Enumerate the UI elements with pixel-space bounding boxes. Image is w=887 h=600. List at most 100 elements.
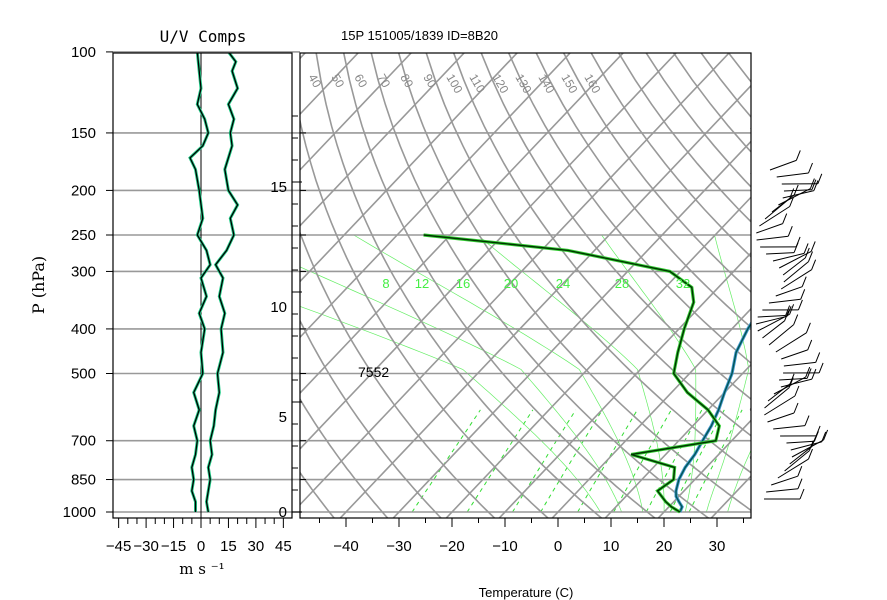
wind-barb-flag: [817, 173, 823, 184]
isotherm-label: −20: [744, 198, 769, 225]
wind-barb-flag: [811, 179, 817, 190]
uv-series-line: [189, 53, 211, 512]
dry-adiabat-line: [300, 230, 496, 518]
wind-barb-flag: [804, 415, 810, 426]
isotherm-line: [761, 0, 887, 522]
wind-barb-flag: [785, 305, 791, 316]
dry-adiabat-line: [118, 0, 231, 524]
moist-adiabat-label: 16: [456, 276, 470, 291]
temperature-tick-label: 0: [554, 538, 562, 555]
uv-series-group: [188, 53, 240, 513]
wind-barb-flag: [799, 488, 805, 500]
wind-barb-flag: [797, 299, 803, 311]
pressure-tick-label: 250: [71, 227, 96, 244]
isotherm-line: [867, 0, 887, 522]
wind-barb-flag: [811, 368, 817, 380]
wind-barb-shaft: [780, 269, 812, 290]
moist-adiabat-label: 20: [504, 276, 518, 291]
wind-barb-shaft: [756, 235, 789, 241]
wind-barb-shaft: [771, 475, 798, 486]
height-tick-label: 15: [270, 179, 287, 196]
isotherm-label: −30: [744, 152, 769, 179]
mixing-ratio-line: [577, 409, 638, 513]
wind-barb-shaft: [766, 252, 795, 255]
dry-adiabat-line: [617, 53, 751, 223]
wind-barb-shaft: [780, 378, 813, 388]
uv-x-tick-label: −15: [161, 538, 186, 555]
moist-adiabat-label: 28: [615, 276, 629, 291]
uv-x-tick-label: 0: [197, 538, 205, 555]
isotherm-line: [445, 196, 751, 518]
wind-barb-shaft: [759, 206, 790, 227]
wind-barb-shaft: [783, 361, 816, 367]
wind-barb-flag: [810, 241, 816, 252]
theta-label: 40: [305, 72, 324, 91]
wind-barb-flag: [808, 448, 813, 460]
wind-barb-shaft: [767, 383, 791, 402]
wind-barb-shaft: [778, 250, 812, 269]
uv-panel-title: U/V Comps: [160, 27, 247, 46]
height-tick-label: 5: [279, 409, 287, 426]
pressure-tick-label: 200: [71, 182, 96, 199]
pressure-tick-label: 1000: [63, 504, 96, 521]
moist-adiabat-line: [300, 266, 622, 513]
dry-adiabat-line: [590, 53, 751, 258]
temperature-axis-title: Temperature (C): [479, 585, 574, 600]
height-annotation: 7552: [358, 364, 389, 380]
mixing-ratio-line: [466, 409, 534, 513]
wind-barb-flag: [811, 436, 817, 447]
wind-barb-shaft: [772, 252, 805, 262]
isotherm-label: −50: [744, 59, 769, 86]
theta-label: 130: [512, 72, 534, 97]
wind-barb-flag: [793, 242, 799, 253]
moist-adiabat-line: [300, 305, 601, 513]
wind-barb-flag: [808, 162, 813, 174]
temperature-tick-label: −40: [333, 538, 358, 555]
wind-barb-flag: [787, 226, 793, 237]
mixing-ratio-line: [512, 409, 577, 513]
moist-adiabat-line: [706, 234, 750, 513]
dry-adiabat-line: [672, 53, 751, 154]
isotherm-line: [300, 53, 519, 283]
moist-adiabat-line: [727, 449, 751, 513]
height-tick-label: 10: [270, 299, 287, 316]
wind-barb-shaft: [789, 446, 813, 465]
wind-barb-shaft: [768, 298, 801, 304]
wind-barb-flag: [809, 178, 815, 189]
height-axis: 0 5 10 15: [270, 115, 302, 521]
isotherm-label: 0: [748, 306, 764, 321]
dry-adiabat-line: [300, 471, 336, 518]
dry-adiabat-line: [370, 53, 710, 518]
wind-barb-flag: [804, 247, 810, 259]
pressure-axis: 100085070050040030025020015010050: [63, 44, 113, 521]
mixing-ratio-line: [688, 409, 743, 513]
isotherm-line: [300, 53, 625, 395]
wind-barb-flag: [782, 213, 788, 224]
wind-barb-shaft: [781, 349, 808, 360]
theta-label: 150: [558, 72, 580, 97]
uv-plot-frame: [112, 52, 293, 519]
isotherm-line: [710, 475, 751, 518]
uv-x-tick-label: −45: [106, 538, 131, 555]
temperature-axis: −40 −30 −20 −10 0 10 20 30: [319, 518, 744, 555]
dry-adiabat-line: [300, 397, 389, 518]
wind-barb-flag: [794, 385, 800, 397]
wind-barb-shaft: [776, 172, 809, 178]
pressure-tick-label: 400: [71, 321, 96, 338]
temperature-tick-label: −30: [386, 538, 411, 555]
wind-barb-shaft: [777, 458, 809, 479]
pressure-axis-title: P (hPa): [29, 256, 48, 314]
wind-barb-shaft: [757, 313, 790, 332]
dry-adiabat-line: [452, 53, 751, 437]
mixing-ratio-line: [540, 409, 603, 513]
wind-barb-flag: [797, 466, 803, 477]
wind-barb-shaft: [766, 488, 799, 493]
wind-barb-shaft: [757, 315, 786, 318]
dry-adiabat-line: [535, 53, 751, 329]
wind-barb-flag: [813, 180, 819, 191]
wind-barb-flag: [807, 339, 813, 351]
wind-barb-flag: [823, 429, 829, 441]
wind-barb-shaft: [775, 332, 807, 353]
